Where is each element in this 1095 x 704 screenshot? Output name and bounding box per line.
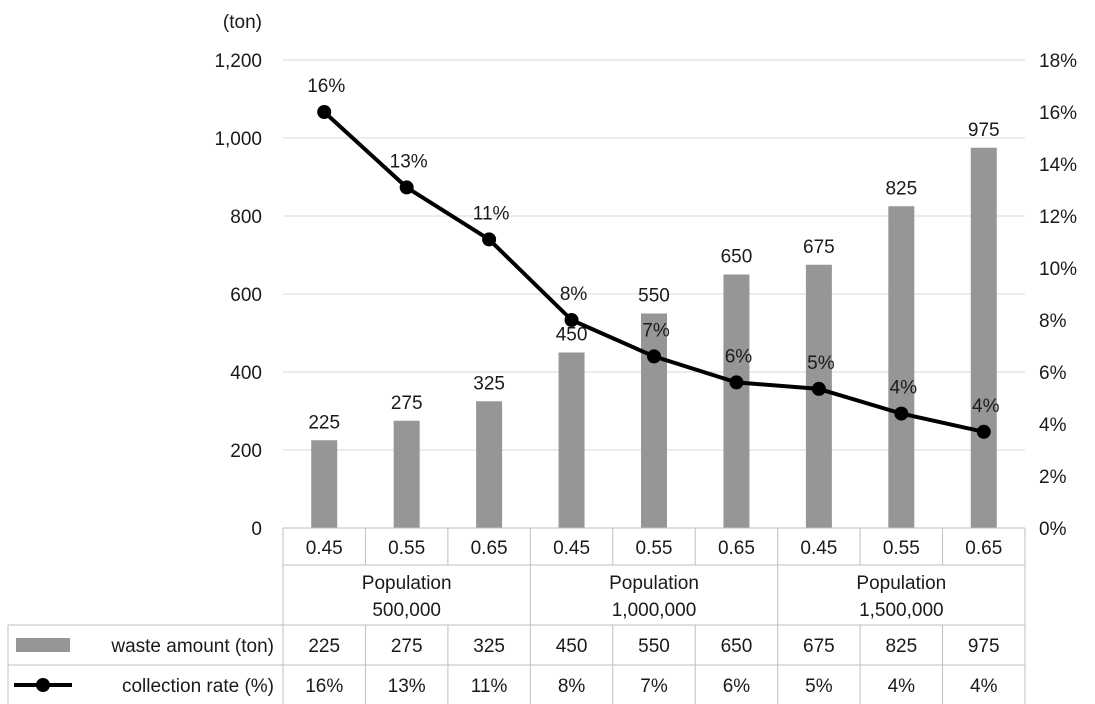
bar-data-label: 550 bbox=[638, 286, 670, 307]
bar-data-label: 650 bbox=[721, 247, 753, 268]
table-cell-rate: 6% bbox=[723, 676, 751, 697]
bar-data-label: 975 bbox=[968, 120, 1000, 141]
bar-data-label: 325 bbox=[473, 373, 505, 394]
table-cell-waste: 650 bbox=[721, 636, 753, 657]
y-left-tick-label: 0 bbox=[251, 519, 262, 540]
bar-data-label: 825 bbox=[885, 178, 917, 199]
line-data-label: 7% bbox=[642, 320, 670, 341]
y-right-tick-label: 10% bbox=[1039, 259, 1077, 280]
group-label-line2: 1,500,000 bbox=[859, 600, 944, 621]
y-left-tick-label: 800 bbox=[230, 207, 262, 228]
bar-series: 225 275 325 450 550 650 675 825 975 bbox=[308, 120, 1000, 528]
y-axis-right: 0% 2% 4% 6% 8% 10% 12% 14% 16% 18% bbox=[1039, 51, 1077, 540]
line-point bbox=[729, 375, 744, 390]
line-point bbox=[811, 381, 826, 396]
bar bbox=[723, 274, 750, 528]
line-data-label: 6% bbox=[725, 346, 753, 367]
table-cell-waste: 675 bbox=[803, 636, 835, 657]
bar bbox=[805, 264, 832, 528]
table-cell-rate: 4% bbox=[888, 676, 916, 697]
legend-swatch-marker bbox=[36, 678, 50, 692]
y-left-tick-label: 1,200 bbox=[214, 51, 262, 72]
line-data-label: 5% bbox=[807, 353, 835, 374]
y-right-tick-label: 18% bbox=[1039, 51, 1077, 72]
table-cell-waste: 975 bbox=[968, 636, 1000, 657]
category-label: 0.45 bbox=[800, 538, 837, 559]
line-point bbox=[647, 349, 661, 364]
table-cell-waste: 225 bbox=[308, 636, 340, 657]
legend-swatch-bar bbox=[16, 638, 70, 652]
line-data-label: 16% bbox=[307, 76, 345, 97]
y-unit-label: (ton) bbox=[223, 12, 262, 33]
data-table: 0.45 0.55 0.65 Population 500,000 0.45 0.55 0.6… bbox=[7, 527, 1026, 704]
table-cell-rate: 13% bbox=[388, 676, 426, 697]
table-cell-rate: 5% bbox=[805, 676, 833, 697]
bar-data-label: 275 bbox=[391, 393, 423, 414]
table-cell-waste: 275 bbox=[391, 636, 423, 657]
line-point bbox=[976, 424, 991, 439]
bar-data-label: 450 bbox=[556, 325, 588, 346]
bar bbox=[641, 313, 667, 528]
table-cell-waste: 825 bbox=[885, 636, 917, 657]
group-label-line1: Population bbox=[609, 573, 699, 594]
bar bbox=[393, 420, 420, 528]
category-label: 0.55 bbox=[883, 538, 920, 559]
table-cell-rate: 16% bbox=[305, 676, 343, 697]
y-left-tick-label: 1,000 bbox=[214, 129, 262, 150]
category-label: 0.65 bbox=[718, 538, 755, 559]
category-label: 0.45 bbox=[306, 538, 343, 559]
y-right-tick-label: 8% bbox=[1039, 311, 1067, 332]
line-data-label: 8% bbox=[560, 284, 588, 305]
bar bbox=[888, 206, 915, 528]
line-series: 16% 13% 11% 8% 7% 6% 5% 4% 4% bbox=[307, 76, 1000, 439]
table-cell-waste: 325 bbox=[473, 636, 505, 657]
group-label-line1: Population bbox=[362, 573, 452, 594]
category-label: 0.45 bbox=[553, 538, 590, 559]
table-cell-rate: 4% bbox=[970, 676, 998, 697]
bar-data-label: 675 bbox=[803, 237, 835, 258]
y-right-tick-label: 4% bbox=[1039, 415, 1067, 436]
legend-label-rate: collection rate (%) bbox=[122, 676, 274, 697]
table-cell-rate: 11% bbox=[471, 676, 508, 697]
bar-data-label: 225 bbox=[308, 412, 340, 433]
group-label-line1: Population bbox=[856, 573, 946, 594]
y-axis-left: 0 200 400 600 800 1,000 1,200 bbox=[214, 51, 262, 540]
line-point bbox=[317, 105, 332, 119]
group-label-line2: 500,000 bbox=[372, 600, 441, 621]
line-point bbox=[482, 232, 497, 247]
y-left-tick-label: 400 bbox=[230, 363, 262, 384]
category-label: 0.55 bbox=[636, 538, 673, 559]
line-data-label: 4% bbox=[972, 396, 1000, 417]
line-point bbox=[564, 313, 579, 327]
line-point bbox=[399, 180, 414, 195]
table-cell-rate: 7% bbox=[640, 676, 668, 697]
category-label: 0.65 bbox=[471, 538, 508, 559]
y-right-tick-label: 14% bbox=[1039, 155, 1077, 176]
bar bbox=[311, 440, 338, 528]
category-label: 0.55 bbox=[388, 538, 425, 559]
bar bbox=[476, 401, 503, 528]
y-right-tick-label: 2% bbox=[1039, 467, 1067, 488]
bar bbox=[558, 352, 585, 528]
bar bbox=[970, 147, 997, 528]
group-label-line2: 1,000,000 bbox=[612, 600, 697, 621]
table-cell-rate: 8% bbox=[558, 676, 586, 697]
legend-label-waste: waste amount (ton) bbox=[110, 636, 274, 657]
y-right-tick-label: 6% bbox=[1039, 363, 1067, 384]
y-left-tick-label: 600 bbox=[230, 285, 262, 306]
y-right-tick-label: 16% bbox=[1039, 103, 1077, 124]
table-cell-waste: 450 bbox=[556, 636, 588, 657]
line-data-label: 4% bbox=[890, 378, 918, 399]
line-data-label: 13% bbox=[390, 151, 428, 172]
line-point bbox=[894, 406, 909, 421]
category-label: 0.65 bbox=[965, 538, 1002, 559]
table-cell-waste: 550 bbox=[638, 636, 670, 657]
y-right-tick-label: 12% bbox=[1039, 207, 1077, 228]
y-right-tick-label: 0% bbox=[1039, 519, 1067, 540]
line-data-label: 11% bbox=[473, 203, 510, 224]
y-left-tick-label: 200 bbox=[230, 441, 262, 462]
